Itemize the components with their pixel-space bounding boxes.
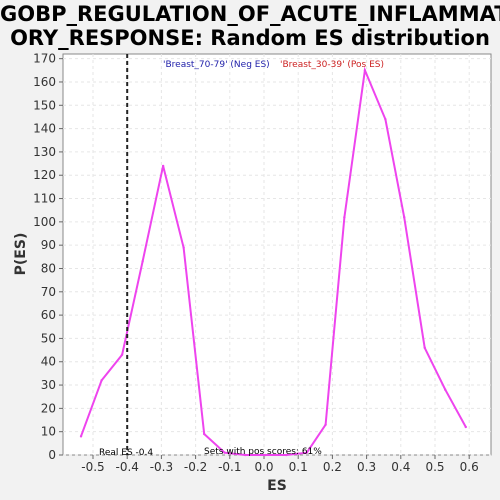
x-axis-label: ES [267, 478, 287, 494]
y-tick-label: 150 [33, 98, 56, 112]
chart-title-line-1: GOBP_REGULATION_OF_ACUTE_INFLAMMAT [0, 2, 500, 26]
x-tick-label: 0.0 [254, 460, 273, 474]
x-tick-label: 0.3 [357, 460, 376, 474]
y-tick-label: 100 [33, 215, 56, 229]
y-tick-label: 30 [41, 378, 56, 392]
legend-neg-label: 'Breast_70-79' (Neg ES) [163, 60, 270, 70]
series-point [285, 453, 288, 457]
y-axis-ticks: 0 10 20 30 40 50 60 70 80 90 100 110 120 130 140 150 160… [33, 52, 63, 462]
x-axis-ticks: -0.5 -0.4 -0.3 -0.2 -0.1 0.0 0.1 0.2 0.3 0.4 0.5 0.… [81, 455, 479, 474]
series-point [120, 353, 124, 356]
y-tick-label: 90 [41, 238, 56, 252]
series-point [264, 453, 267, 457]
series-point [423, 346, 426, 349]
pos-scores-annotation: Sets with pos scores: 61% [204, 447, 322, 457]
y-tick-label: 120 [33, 168, 56, 182]
legend-pos-label: 'Breast_30-39' (Pos ES) [280, 60, 384, 70]
series-point [384, 118, 387, 121]
series-point [141, 260, 144, 263]
y-tick-label: 110 [33, 192, 56, 206]
series-point [305, 451, 308, 454]
y-tick-label: 50 [41, 331, 56, 345]
real-es-label: Real ES -0.4 [99, 448, 153, 458]
plot-area [62, 53, 492, 456]
y-tick-label: 80 [41, 261, 56, 275]
y-tick-label: 60 [41, 308, 56, 322]
series-point [243, 453, 247, 457]
y-tick-label: 40 [41, 355, 56, 369]
chart-title-line-2: ORY_RESPONSE: Random ES distribution [10, 26, 490, 50]
x-tick-label: -0.2 [184, 460, 207, 474]
series-point [363, 69, 367, 72]
y-tick-label: 160 [33, 75, 56, 89]
y-tick-label: 0 [48, 448, 56, 462]
x-tick-label: -0.1 [218, 460, 241, 474]
series-point [202, 432, 206, 436]
series-point [100, 379, 103, 382]
y-tick-label: 130 [33, 145, 56, 159]
series-point [324, 423, 327, 426]
x-tick-label: 0.2 [323, 460, 342, 474]
x-tick-label: -0.3 [150, 460, 173, 474]
series-point [79, 435, 83, 438]
x-tick-label: 0.1 [289, 460, 308, 474]
y-tick-label: 140 [33, 122, 56, 136]
y-tick-label: 70 [41, 285, 56, 299]
series-layer [79, 66, 467, 457]
x-tick-label: 0.5 [425, 460, 444, 474]
series-line [80, 66, 467, 456]
x-tick-label: 0.4 [391, 460, 410, 474]
series-point [182, 246, 185, 249]
series-point [403, 215, 406, 219]
y-tick-label: 170 [33, 52, 56, 66]
x-tick-label: -0.4 [115, 460, 138, 474]
y-axis-label: P(ES) [13, 233, 29, 276]
series-point [444, 388, 447, 391]
y-tick-label: 20 [41, 401, 56, 415]
series-point [464, 425, 467, 429]
y-tick-label: 10 [41, 425, 56, 439]
x-tick-label: 0.6 [460, 460, 479, 474]
series-point [343, 215, 346, 219]
x-tick-label: -0.5 [81, 460, 104, 474]
series-point [223, 451, 226, 454]
series-point [161, 164, 165, 168]
